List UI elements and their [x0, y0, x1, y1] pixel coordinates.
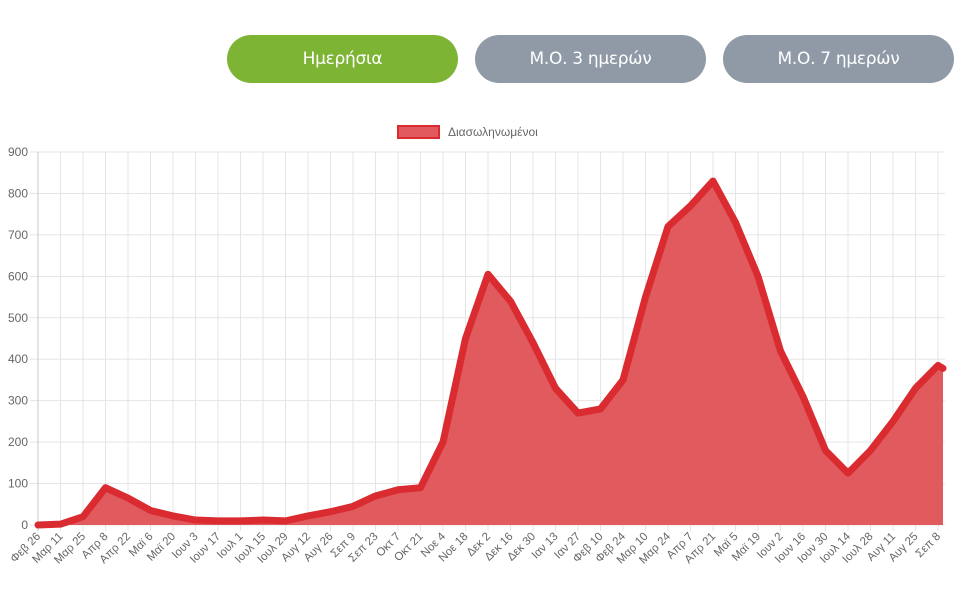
view-mode-tabs: Ημερήσια Μ.Ο. 3 ημερών Μ.Ο. 7 ημερών — [227, 35, 954, 83]
y-tick-label: 900 — [8, 145, 28, 159]
y-tick-label: 100 — [8, 477, 28, 491]
y-tick-label: 600 — [8, 269, 28, 283]
chart-legend[interactable]: Διασωληνωμένοι — [397, 125, 538, 139]
y-axis: 0 100 200 300 400 500 600 700 800 900 — [8, 145, 28, 532]
y-tick-label: 0 — [21, 518, 28, 532]
x-tick-label: Σεπ 8 — [914, 531, 944, 561]
series-line — [34, 177, 947, 529]
legend-swatch — [397, 125, 440, 139]
y-tick-label: 700 — [8, 228, 28, 242]
series-area — [38, 181, 943, 525]
tab-7day-average[interactable]: Μ.Ο. 7 ημερών — [723, 35, 954, 83]
legend-label: Διασωληνωμένοι — [448, 125, 538, 139]
y-tick-label: 400 — [8, 352, 28, 366]
y-tick-label: 500 — [8, 311, 28, 325]
y-tick-label: 800 — [8, 186, 28, 200]
y-tick-label: 200 — [8, 435, 28, 449]
tab-3day-average[interactable]: Μ.Ο. 3 ημερών — [475, 35, 706, 83]
tab-daily[interactable]: Ημερήσια — [227, 35, 458, 83]
y-tick-label: 300 — [8, 394, 28, 408]
